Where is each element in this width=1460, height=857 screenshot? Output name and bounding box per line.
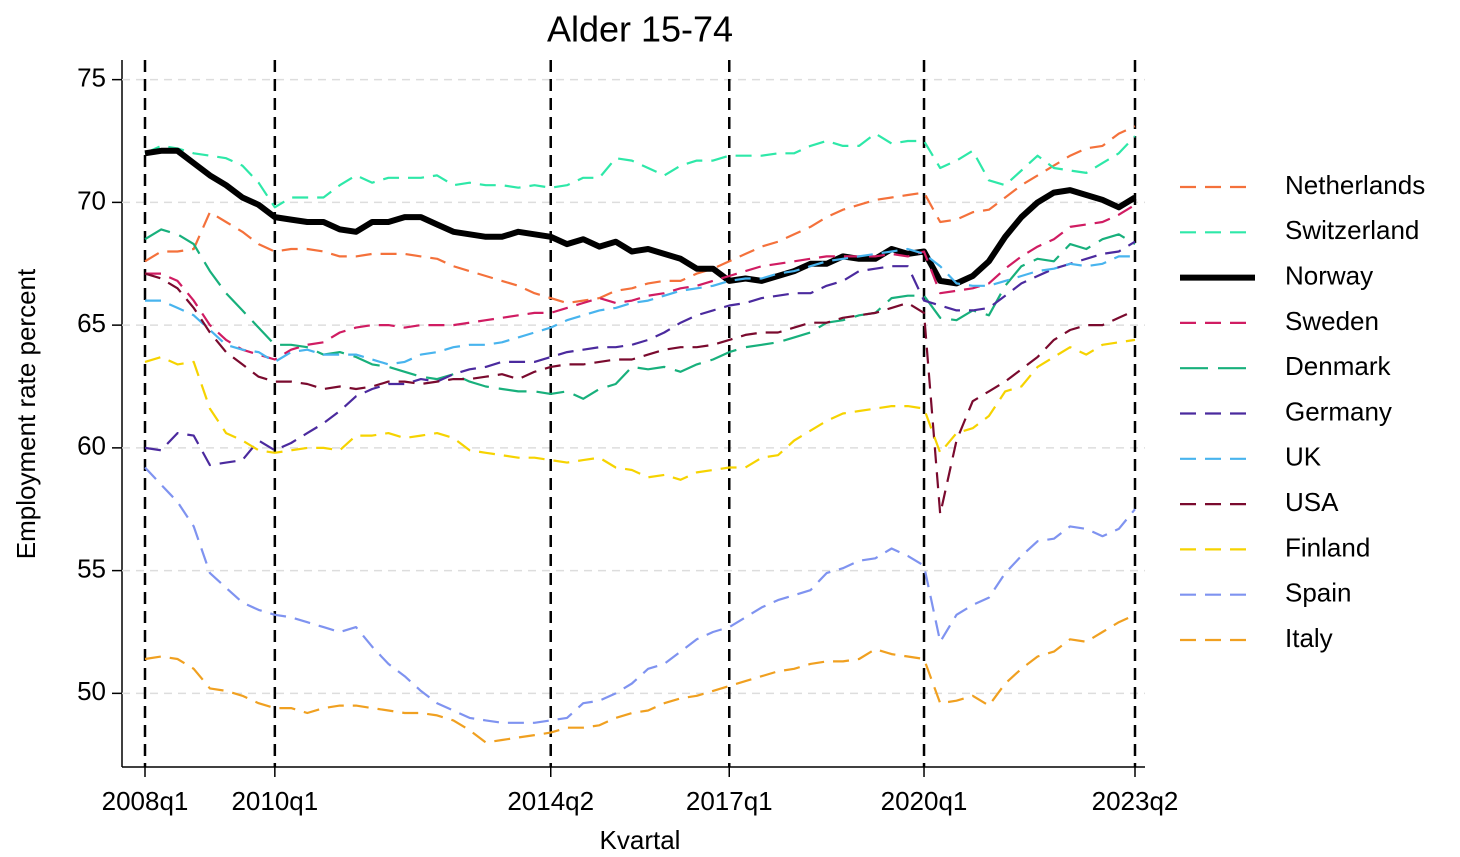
series-line — [144, 466, 1136, 724]
legend-label: Finland — [1285, 532, 1370, 562]
series-line — [144, 272, 1136, 516]
legend-label: Denmark — [1285, 351, 1391, 381]
chart-title: Alder 15-74 — [547, 9, 733, 50]
x-tick-label: 2008q1 — [102, 786, 189, 816]
series-line — [144, 338, 1136, 481]
x-tick-label: 2017q1 — [686, 786, 773, 816]
y-axis-label: Employment rate percent — [11, 268, 41, 559]
y-tick-label: 55 — [77, 553, 106, 583]
series-line — [145, 247, 1135, 366]
series-line — [144, 125, 1136, 305]
legend-label: Spain — [1285, 578, 1352, 608]
legend-label: Netherlands — [1285, 170, 1425, 200]
y-tick-label: 70 — [77, 185, 106, 215]
x-tick-label: 2023q2 — [1092, 786, 1179, 816]
y-tick-label: 50 — [77, 676, 106, 706]
x-tick-label: 2020q1 — [881, 786, 968, 816]
legend-label: USA — [1285, 487, 1339, 517]
legend-label: Germany — [1285, 396, 1392, 426]
legend-label: Sweden — [1285, 306, 1379, 336]
series-line — [144, 147, 1137, 287]
legend-label: Italy — [1285, 623, 1333, 653]
legend-label: UK — [1285, 442, 1322, 472]
legend-label: Switzerland — [1285, 215, 1419, 245]
series-line — [144, 613, 1136, 744]
x-tick-label: 2010q1 — [231, 786, 318, 816]
series-line — [144, 132, 1136, 209]
series-line — [145, 203, 1136, 361]
y-tick-label: 75 — [77, 63, 106, 93]
series-line — [144, 228, 1136, 400]
legend-label: Norway — [1285, 260, 1373, 290]
x-tick-label: 2014q2 — [507, 786, 594, 816]
y-tick-label: 65 — [77, 308, 106, 338]
x-axis-label: Kvartal — [600, 825, 681, 855]
y-tick-label: 60 — [77, 431, 106, 461]
series-line — [144, 240, 1136, 467]
